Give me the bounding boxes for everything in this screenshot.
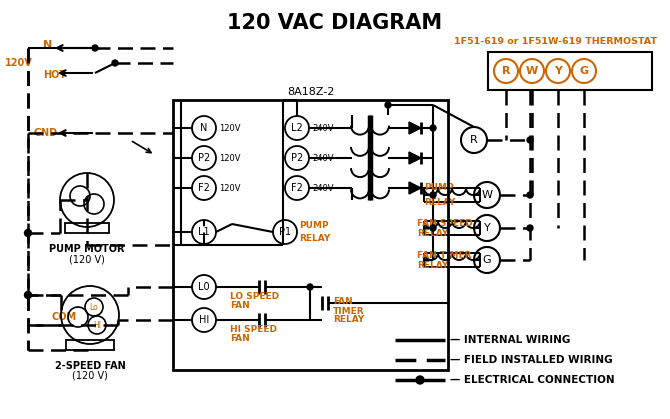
Text: HI SPEED: HI SPEED — [230, 325, 277, 334]
Text: 120V: 120V — [5, 58, 33, 68]
Bar — [488, 52, 652, 90]
Polygon shape — [409, 152, 421, 164]
Text: HI: HI — [199, 315, 209, 325]
Text: L2: L2 — [291, 123, 303, 133]
Text: (120 V): (120 V) — [72, 371, 108, 381]
Text: N: N — [200, 123, 208, 133]
Circle shape — [307, 284, 313, 290]
Text: P2: P2 — [291, 153, 303, 163]
Text: 120 VAC DIAGRAM: 120 VAC DIAGRAM — [227, 13, 443, 33]
Text: 120V: 120V — [219, 153, 241, 163]
Text: PUMP MOTOR: PUMP MOTOR — [50, 244, 125, 254]
Text: — INTERNAL WIRING: — INTERNAL WIRING — [450, 335, 570, 345]
Text: TIMER: TIMER — [333, 307, 364, 316]
Text: Y: Y — [554, 66, 562, 76]
Text: G: G — [580, 66, 588, 76]
Text: L1: L1 — [198, 227, 210, 237]
Text: HOT: HOT — [43, 70, 66, 80]
Text: R: R — [470, 135, 478, 145]
Text: RELAY: RELAY — [417, 229, 448, 238]
Text: Y: Y — [484, 223, 490, 233]
Text: W: W — [482, 190, 492, 200]
Text: 8A18Z-2: 8A18Z-2 — [287, 87, 334, 97]
Text: P1: P1 — [279, 227, 291, 237]
Text: COM: COM — [52, 312, 77, 322]
Polygon shape — [409, 182, 421, 194]
Text: R: R — [502, 66, 511, 76]
Text: LO SPEED: LO SPEED — [230, 292, 279, 301]
Text: — FIELD INSTALLED WIRING: — FIELD INSTALLED WIRING — [450, 355, 612, 365]
Text: 1F51-619 or 1F51W-619 THERMOSTAT: 1F51-619 or 1F51W-619 THERMOSTAT — [454, 37, 657, 46]
Text: (120 V): (120 V) — [69, 254, 105, 264]
Circle shape — [385, 102, 391, 108]
Circle shape — [527, 192, 533, 198]
Text: F2: F2 — [198, 183, 210, 193]
Text: 120V: 120V — [219, 184, 241, 192]
Polygon shape — [409, 122, 421, 134]
Circle shape — [416, 376, 424, 384]
Text: F2: F2 — [291, 183, 303, 193]
Text: FAN SPEED: FAN SPEED — [417, 219, 473, 228]
Text: P2: P2 — [198, 153, 210, 163]
Text: G: G — [482, 255, 491, 265]
Text: 120V: 120V — [219, 124, 241, 132]
Text: RELAY: RELAY — [417, 261, 448, 270]
Text: 240V: 240V — [312, 153, 334, 163]
Bar — [65, 223, 109, 233]
Text: PUMP: PUMP — [424, 183, 454, 192]
Circle shape — [527, 137, 533, 143]
Circle shape — [430, 125, 436, 131]
Text: FAN: FAN — [333, 297, 352, 307]
Text: Lo: Lo — [90, 303, 98, 311]
Circle shape — [112, 60, 118, 66]
Text: FAN: FAN — [230, 301, 250, 310]
Bar — [66, 340, 114, 350]
Text: GND: GND — [34, 128, 58, 138]
Bar — [173, 100, 448, 370]
Circle shape — [25, 230, 31, 236]
Text: RELAY: RELAY — [333, 316, 364, 324]
Text: — ELECTRICAL CONNECTION: — ELECTRICAL CONNECTION — [450, 375, 614, 385]
Text: FAN: FAN — [230, 334, 250, 343]
Text: PUMP: PUMP — [299, 221, 328, 230]
Circle shape — [430, 225, 436, 231]
Text: FAN TIMER: FAN TIMER — [417, 251, 472, 260]
Text: N: N — [43, 40, 52, 50]
Text: W: W — [526, 66, 538, 76]
Circle shape — [430, 192, 436, 198]
Text: HI: HI — [93, 321, 101, 329]
Text: L0: L0 — [198, 282, 210, 292]
Text: RELAY: RELAY — [424, 198, 455, 207]
Circle shape — [25, 292, 31, 298]
Text: RELAY: RELAY — [299, 234, 330, 243]
Circle shape — [527, 225, 533, 231]
Text: 240V: 240V — [312, 124, 334, 132]
Text: 240V: 240V — [312, 184, 334, 192]
Text: 2-SPEED FAN: 2-SPEED FAN — [55, 361, 125, 371]
Circle shape — [92, 45, 98, 51]
